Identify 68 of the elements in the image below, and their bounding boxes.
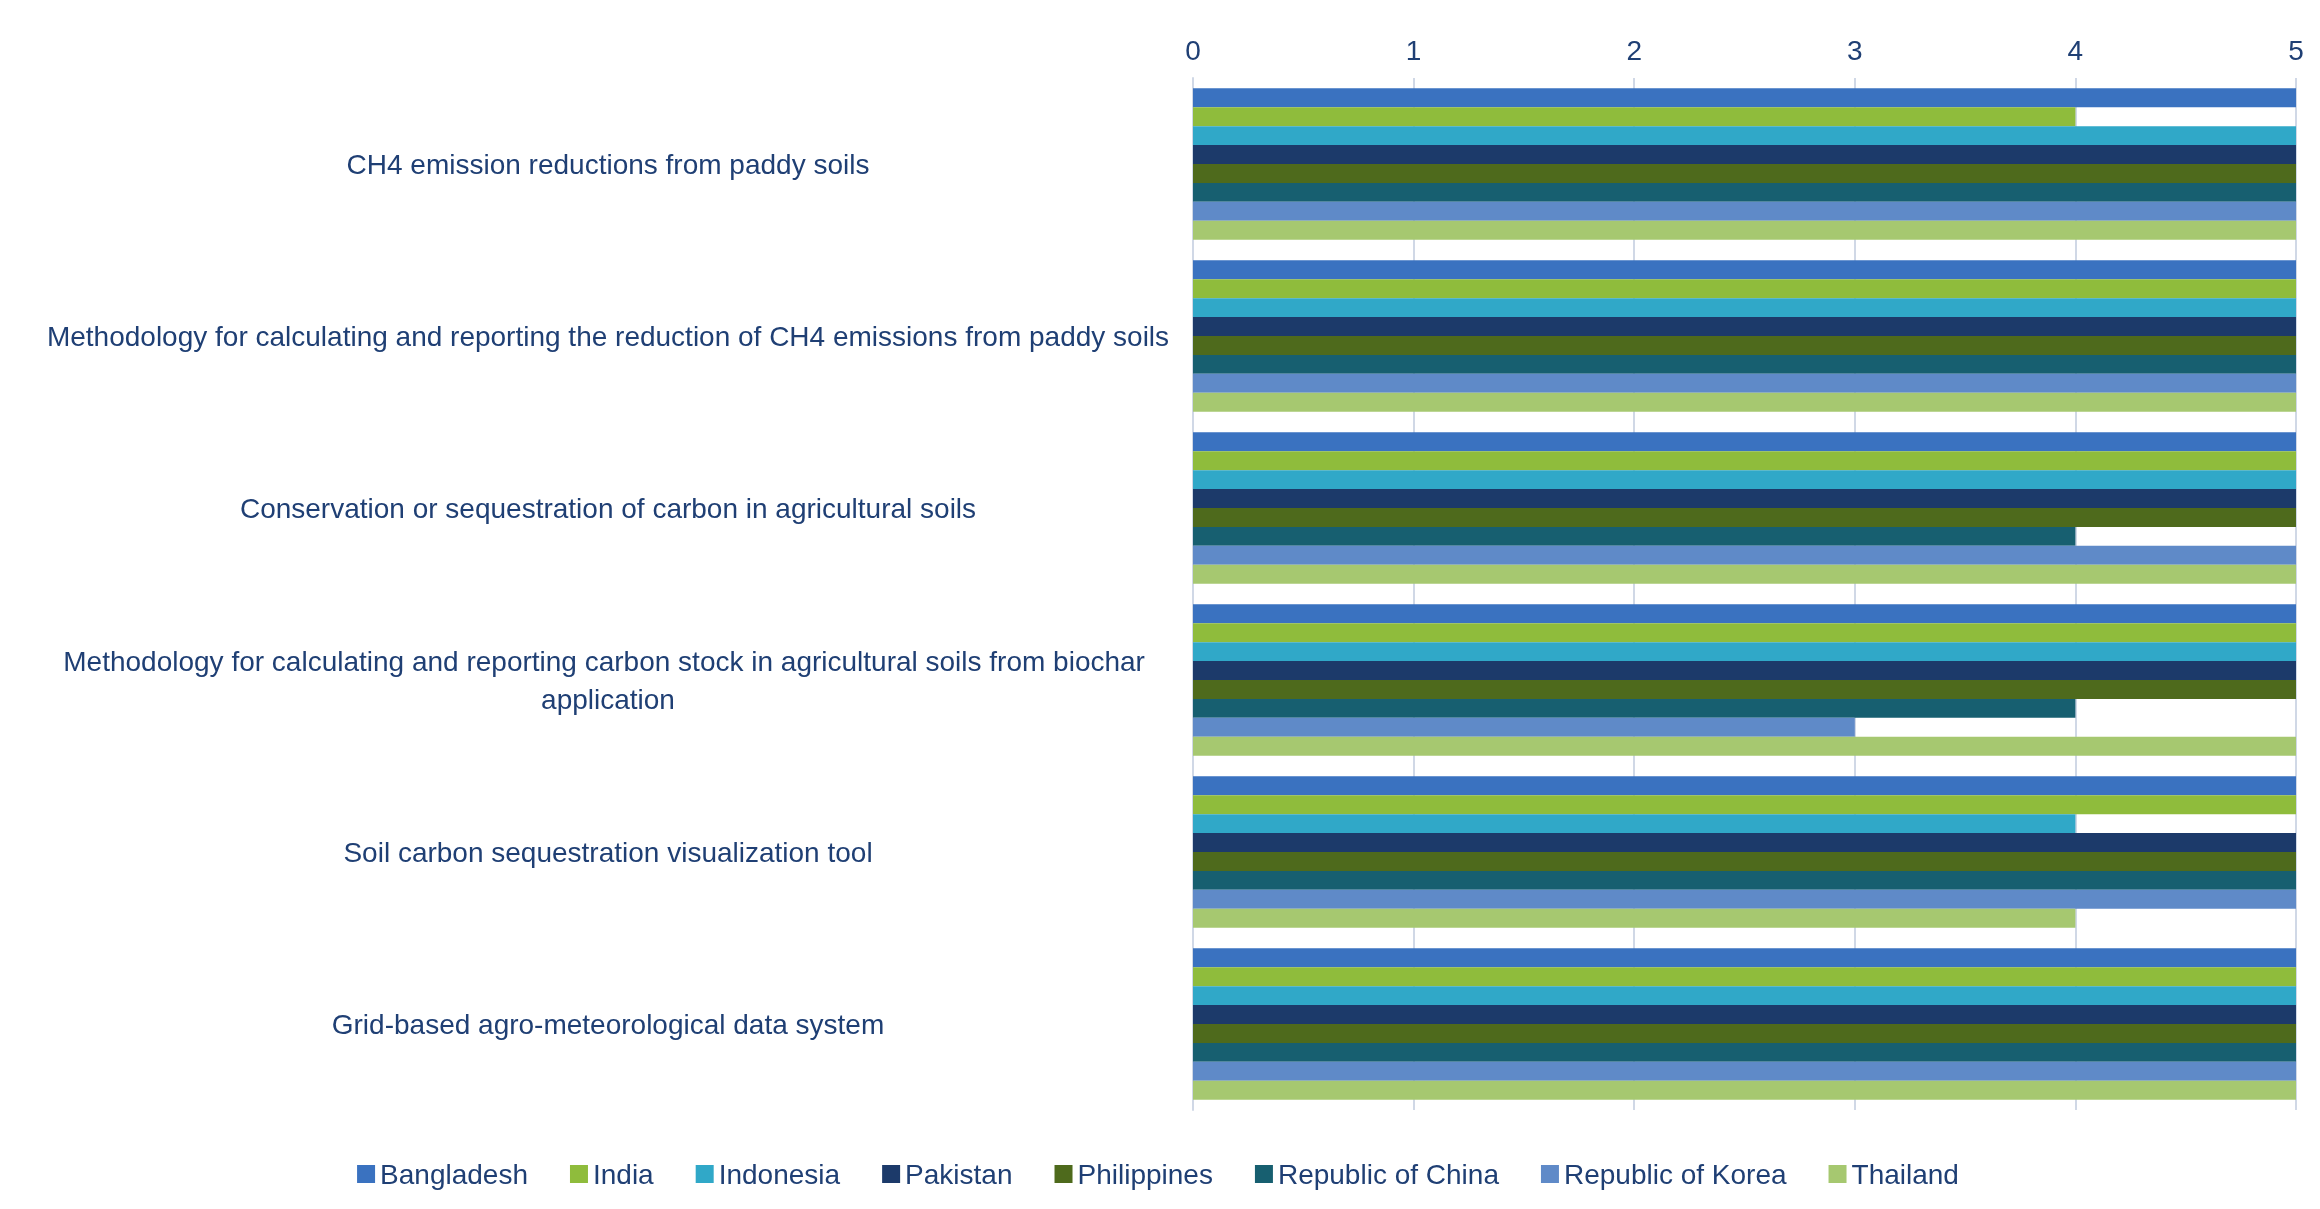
bar (1193, 470, 2296, 490)
bar (1193, 164, 2296, 183)
bar (1193, 1061, 2296, 1081)
x-tick-label: 3 (1847, 34, 1863, 66)
bar (1193, 1024, 2296, 1043)
bar (1193, 508, 2296, 527)
bar (1193, 545, 2296, 565)
y-tick-label: Methodology for calculating and reporting the reduction of CH4 emissions from paddy soils (46, 320, 1170, 352)
bar (1193, 661, 2296, 680)
bar (1193, 182, 2296, 202)
y-tick-label: CH4 emission reductions from paddy soils (346, 148, 870, 180)
bar (1193, 717, 1855, 737)
bar (1193, 908, 2076, 928)
x-tick-label: 5 (2288, 34, 2304, 66)
bar (1193, 967, 2296, 987)
bar (1193, 260, 2296, 280)
bar (1193, 392, 2296, 412)
bar (1193, 604, 2296, 624)
legend-label: Republic of Korea (1563, 1158, 1787, 1190)
bar (1193, 870, 2296, 890)
y-tick-label: Grid-based agro-meteorological data system (331, 1008, 885, 1040)
bar (1193, 432, 2296, 452)
bar (1193, 489, 2296, 508)
bar (1193, 814, 2076, 834)
legend-label: Indonesia (718, 1158, 841, 1190)
bar (1193, 88, 2296, 108)
bar (1193, 1042, 2296, 1062)
bar (1193, 279, 2296, 299)
bar (1193, 298, 2296, 318)
bar (1193, 107, 2076, 127)
bar (1193, 948, 2296, 968)
bar (1193, 680, 2296, 699)
bar (1193, 833, 2296, 852)
y-tick-label: Methodology for calculating and reporting carbon stock in agricultural soils from biochar application (63, 645, 1153, 715)
bar (1193, 526, 2076, 546)
bar (1193, 776, 2296, 796)
bar (1193, 126, 2296, 146)
bar (1193, 1005, 2296, 1024)
bar (1193, 201, 2296, 221)
x-tick-label: 2 (1626, 34, 1642, 66)
bar (1193, 852, 2296, 871)
bar (1193, 623, 2296, 643)
bar (1193, 564, 2296, 584)
legend-label: Thailand (1851, 1158, 1959, 1190)
bar (1193, 317, 2296, 336)
bar (1193, 698, 2076, 718)
bar (1193, 986, 2296, 1006)
bar (1193, 1080, 2296, 1100)
legend-label: Pakistan (905, 1158, 1013, 1190)
bar (1193, 145, 2296, 164)
bar (1193, 336, 2296, 355)
bar (1193, 354, 2296, 374)
bar (1193, 642, 2296, 662)
legend-label: Bangladesh (380, 1158, 528, 1190)
x-tick-label: 4 (2067, 34, 2084, 66)
legend-label: Republic of China (1277, 1158, 1500, 1190)
bar (1193, 795, 2296, 815)
y-tick-label: Conservation or sequestration of carbon in agricultural soils (239, 492, 977, 524)
y-tick-label: Soil carbon sequestration visualization tool (343, 836, 873, 868)
bar (1193, 373, 2296, 393)
legend-label: Philippines (1077, 1158, 1213, 1190)
bar (1193, 220, 2296, 240)
legend-label: India (592, 1158, 655, 1190)
x-tick-label: 1 (1405, 34, 1422, 66)
bar (1193, 889, 2296, 909)
bar (1193, 736, 2296, 756)
bar (1193, 451, 2296, 471)
x-tick-label: 0 (1185, 34, 1201, 66)
